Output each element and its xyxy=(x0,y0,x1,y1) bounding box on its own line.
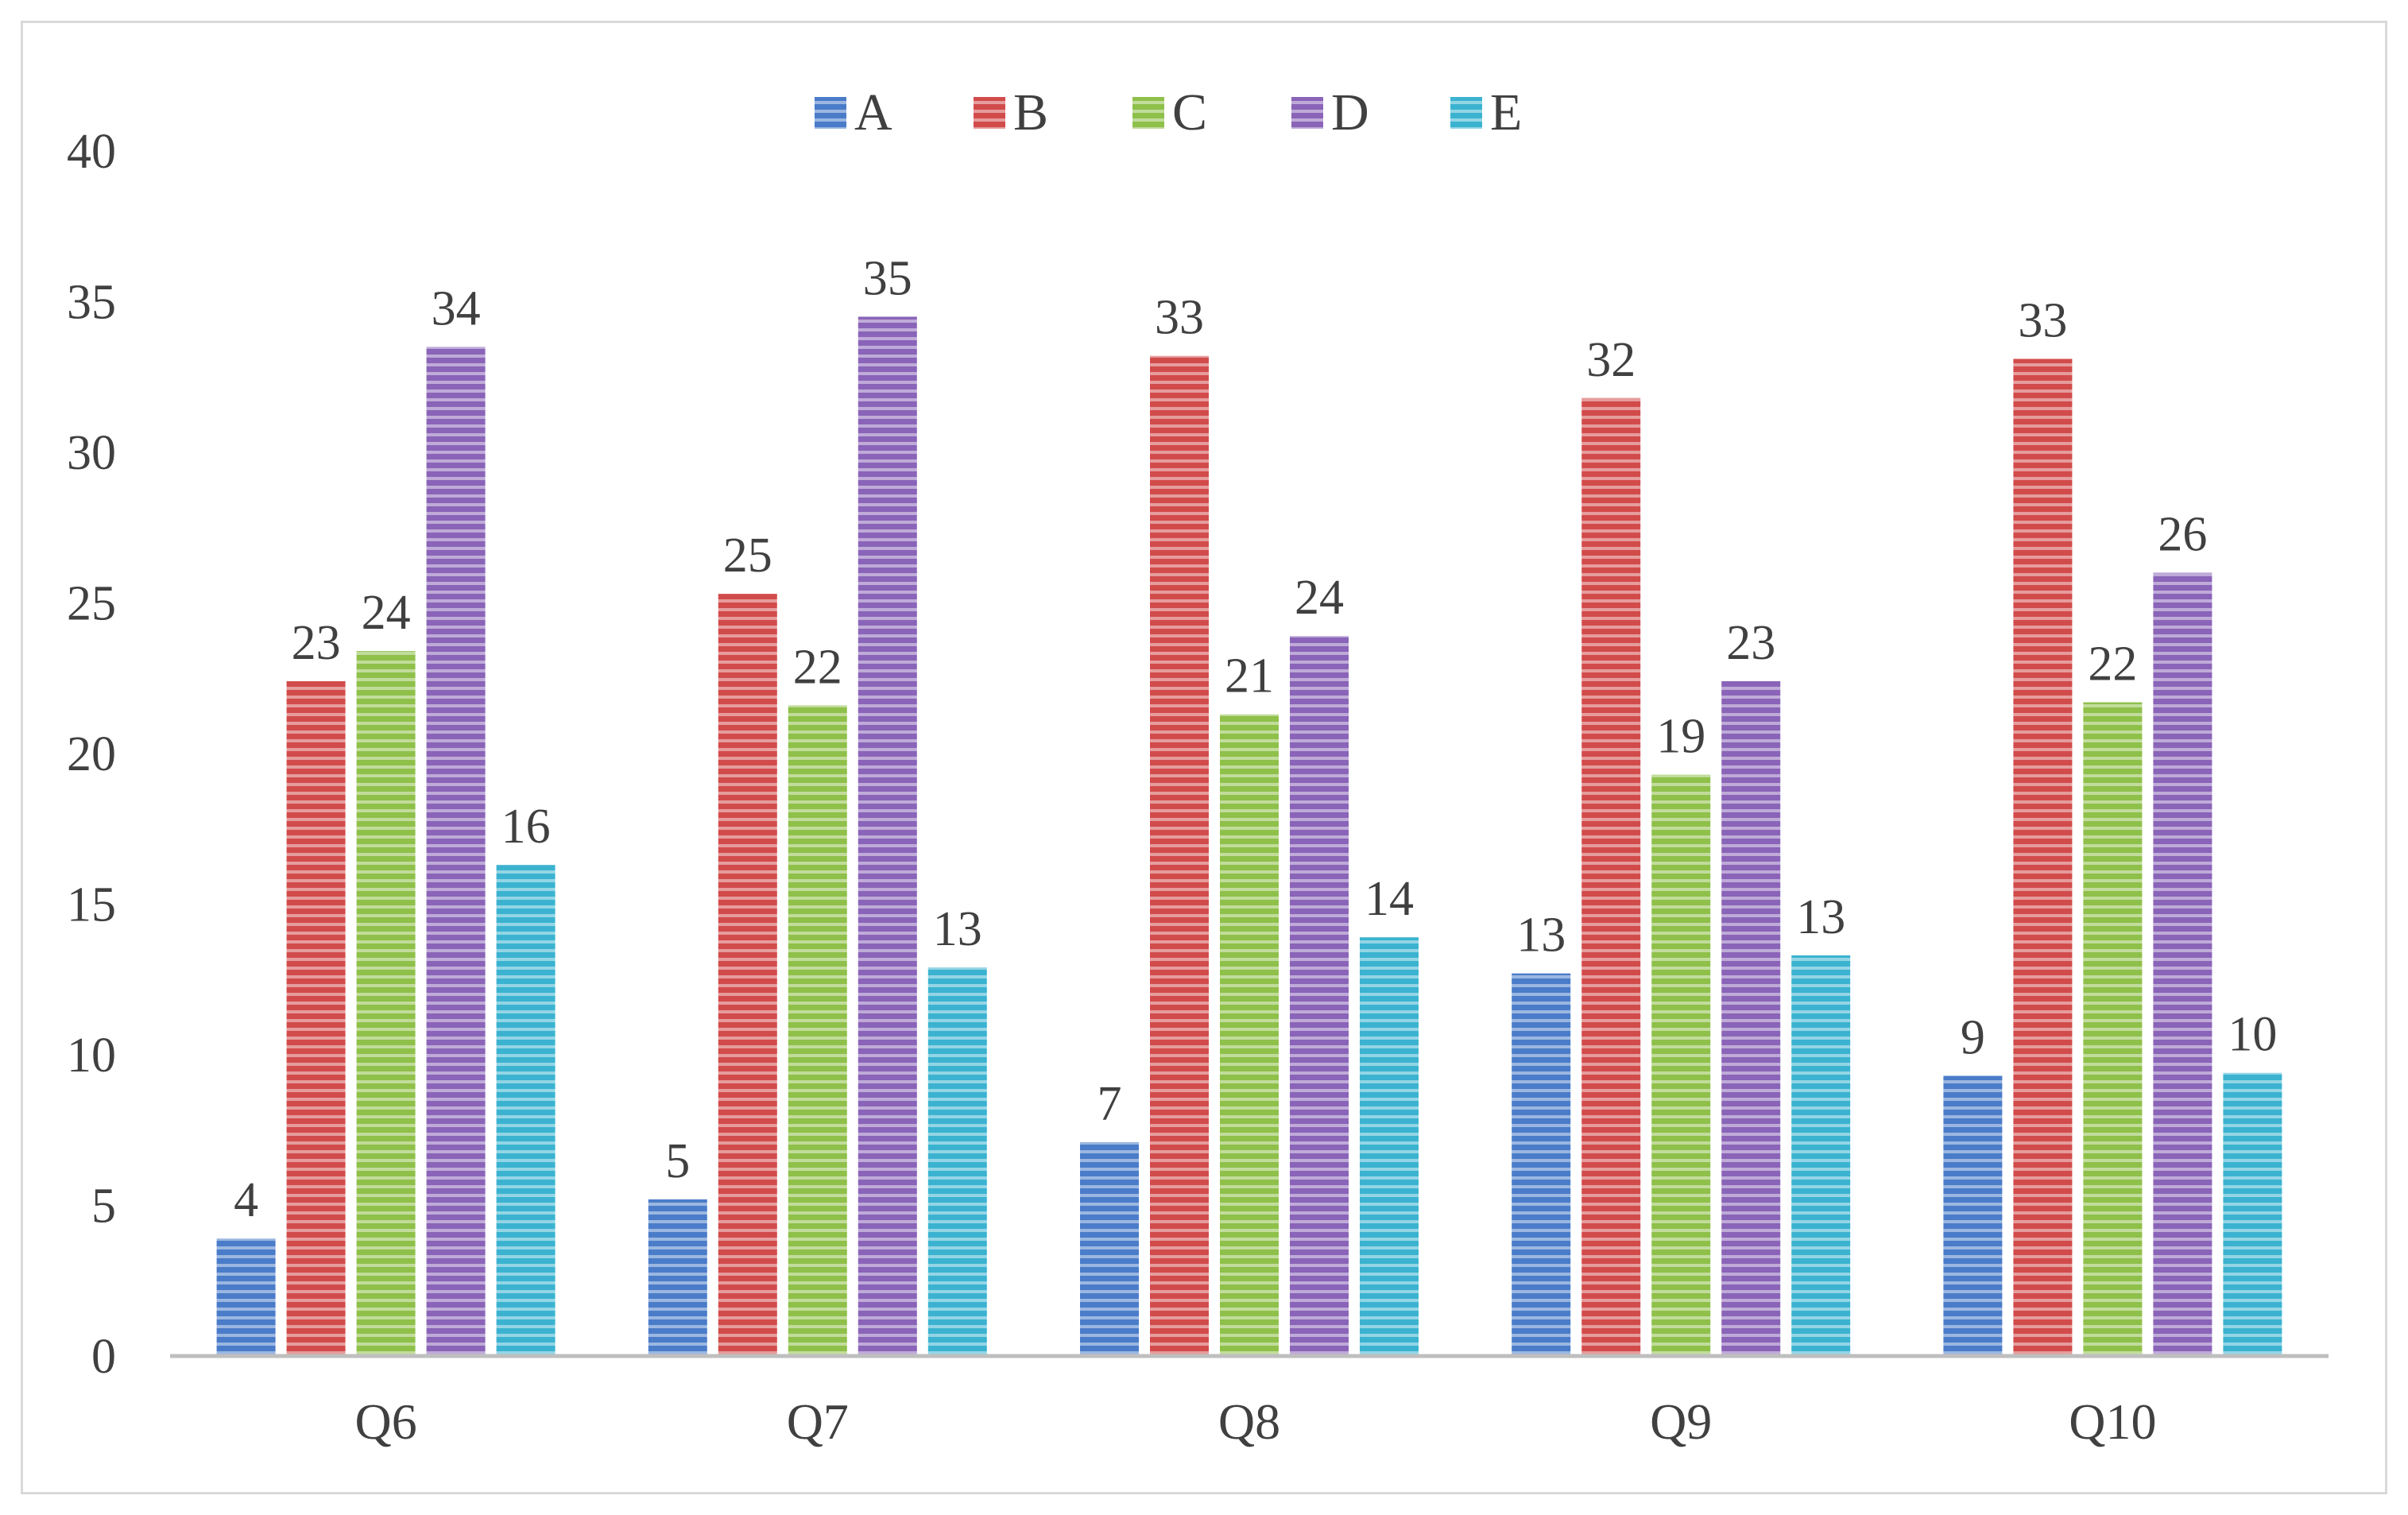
bar-q6-c[interactable] xyxy=(356,651,416,1356)
data-label: 7 xyxy=(1098,1077,1122,1131)
legend-label: A xyxy=(854,83,892,141)
bars xyxy=(216,316,2282,1357)
data-label: 14 xyxy=(1365,872,1414,926)
data-label: 25 xyxy=(723,529,772,583)
data-label: 13 xyxy=(1796,890,1845,944)
bar-q8-e[interactable] xyxy=(1360,937,1419,1356)
bar-q9-d[interactable] xyxy=(1721,681,1781,1356)
legend-swatch xyxy=(815,97,846,129)
y-axis: 0 5 10 15 20 25 30 35 40 xyxy=(67,125,116,1384)
data-labels: 4 23 24 34 16 5 25 22 35 13 7 33 21 24 14 13 32 19 23 13 9 33… xyxy=(234,251,2277,1227)
data-label: 22 xyxy=(2088,637,2137,692)
bar-q10-a[interactable] xyxy=(1943,1075,2003,1356)
y-tick-label: 35 xyxy=(67,276,116,330)
legend: A B C D E xyxy=(815,83,1522,141)
bar-q6-e[interactable] xyxy=(496,865,556,1356)
data-label: 35 xyxy=(863,251,912,305)
data-label: 33 xyxy=(1155,291,1204,345)
x-category-label: Q6 xyxy=(354,1393,416,1450)
y-tick-label: 30 xyxy=(67,426,116,480)
bar-q9-e[interactable] xyxy=(1791,955,1851,1356)
legend-label: C xyxy=(1172,83,1207,141)
data-label: 24 xyxy=(362,586,411,640)
data-label: 10 xyxy=(2228,1008,2277,1062)
data-label: 23 xyxy=(1726,616,1775,670)
bar-q6-d[interactable] xyxy=(426,347,486,1357)
x-category-label: Q8 xyxy=(1218,1393,1280,1450)
bar-q7-d[interactable] xyxy=(858,316,917,1357)
data-label: 33 xyxy=(2018,294,2067,348)
bar-q6-a[interactable] xyxy=(216,1238,276,1356)
legend-item-e[interactable]: E xyxy=(1450,83,1522,141)
bar-q7-a[interactable] xyxy=(648,1199,707,1356)
legend-swatch xyxy=(1132,97,1164,129)
x-category-label: Q7 xyxy=(787,1393,849,1450)
data-label: 32 xyxy=(1586,333,1636,387)
bar-q10-b[interactable] xyxy=(2013,358,2073,1356)
bar-q7-e[interactable] xyxy=(927,967,987,1356)
y-tick-label: 20 xyxy=(67,727,116,781)
bar-q8-b[interactable] xyxy=(1150,355,1209,1357)
legend-label: E xyxy=(1490,83,1522,141)
data-label: 34 xyxy=(432,281,481,335)
data-label: 5 xyxy=(665,1134,690,1188)
y-tick-label: 15 xyxy=(67,878,116,932)
legend-swatch xyxy=(974,97,1005,129)
data-label: 16 xyxy=(501,800,551,854)
bar-q7-c[interactable] xyxy=(788,705,847,1356)
y-tick-label: 5 xyxy=(91,1180,116,1234)
data-label: 23 xyxy=(292,616,341,670)
y-tick-label: 10 xyxy=(67,1029,116,1083)
bar-q10-c[interactable] xyxy=(2083,702,2143,1356)
x-axis: Q6 Q7 Q8 Q9 Q10 xyxy=(170,1354,2329,1450)
data-label: 26 xyxy=(2158,508,2207,562)
x-category-label: Q10 xyxy=(2069,1393,2156,1450)
bar-q9-a[interactable] xyxy=(1512,973,1571,1356)
legend-item-d[interactable]: D xyxy=(1291,83,1369,141)
y-tick-label: 0 xyxy=(91,1330,116,1384)
data-label: 13 xyxy=(1516,909,1566,963)
legend-item-a[interactable]: A xyxy=(815,83,892,141)
bar-q8-c[interactable] xyxy=(1220,714,1279,1356)
bar-q10-d[interactable] xyxy=(2153,572,2212,1356)
bar-q10-e[interactable] xyxy=(2223,1072,2282,1356)
bar-q6-b[interactable] xyxy=(286,681,346,1356)
data-label: 24 xyxy=(1295,571,1344,625)
bar-q8-d[interactable] xyxy=(1290,636,1349,1356)
data-label: 13 xyxy=(933,902,982,956)
bar-q9-b[interactable] xyxy=(1581,397,1641,1356)
legend-label: D xyxy=(1331,83,1369,141)
data-label: 9 xyxy=(1961,1011,1985,1065)
bar-q9-c[interactable] xyxy=(1651,774,1711,1356)
legend-item-c[interactable]: C xyxy=(1132,83,1207,141)
data-label: 22 xyxy=(793,640,842,694)
bar-q8-a[interactable] xyxy=(1080,1141,1139,1356)
y-tick-label: 40 xyxy=(67,125,116,179)
data-label: 19 xyxy=(1656,710,1705,764)
data-label: 4 xyxy=(234,1173,258,1227)
legend-swatch xyxy=(1291,97,1323,129)
legend-item-b[interactable]: B xyxy=(974,83,1048,141)
legend-swatch xyxy=(1450,97,1482,129)
bar-q7-b[interactable] xyxy=(718,594,777,1356)
x-category-label: Q9 xyxy=(1650,1393,1712,1450)
y-tick-label: 25 xyxy=(67,577,116,631)
legend-label: B xyxy=(1013,83,1048,141)
data-label: 21 xyxy=(1225,649,1274,703)
